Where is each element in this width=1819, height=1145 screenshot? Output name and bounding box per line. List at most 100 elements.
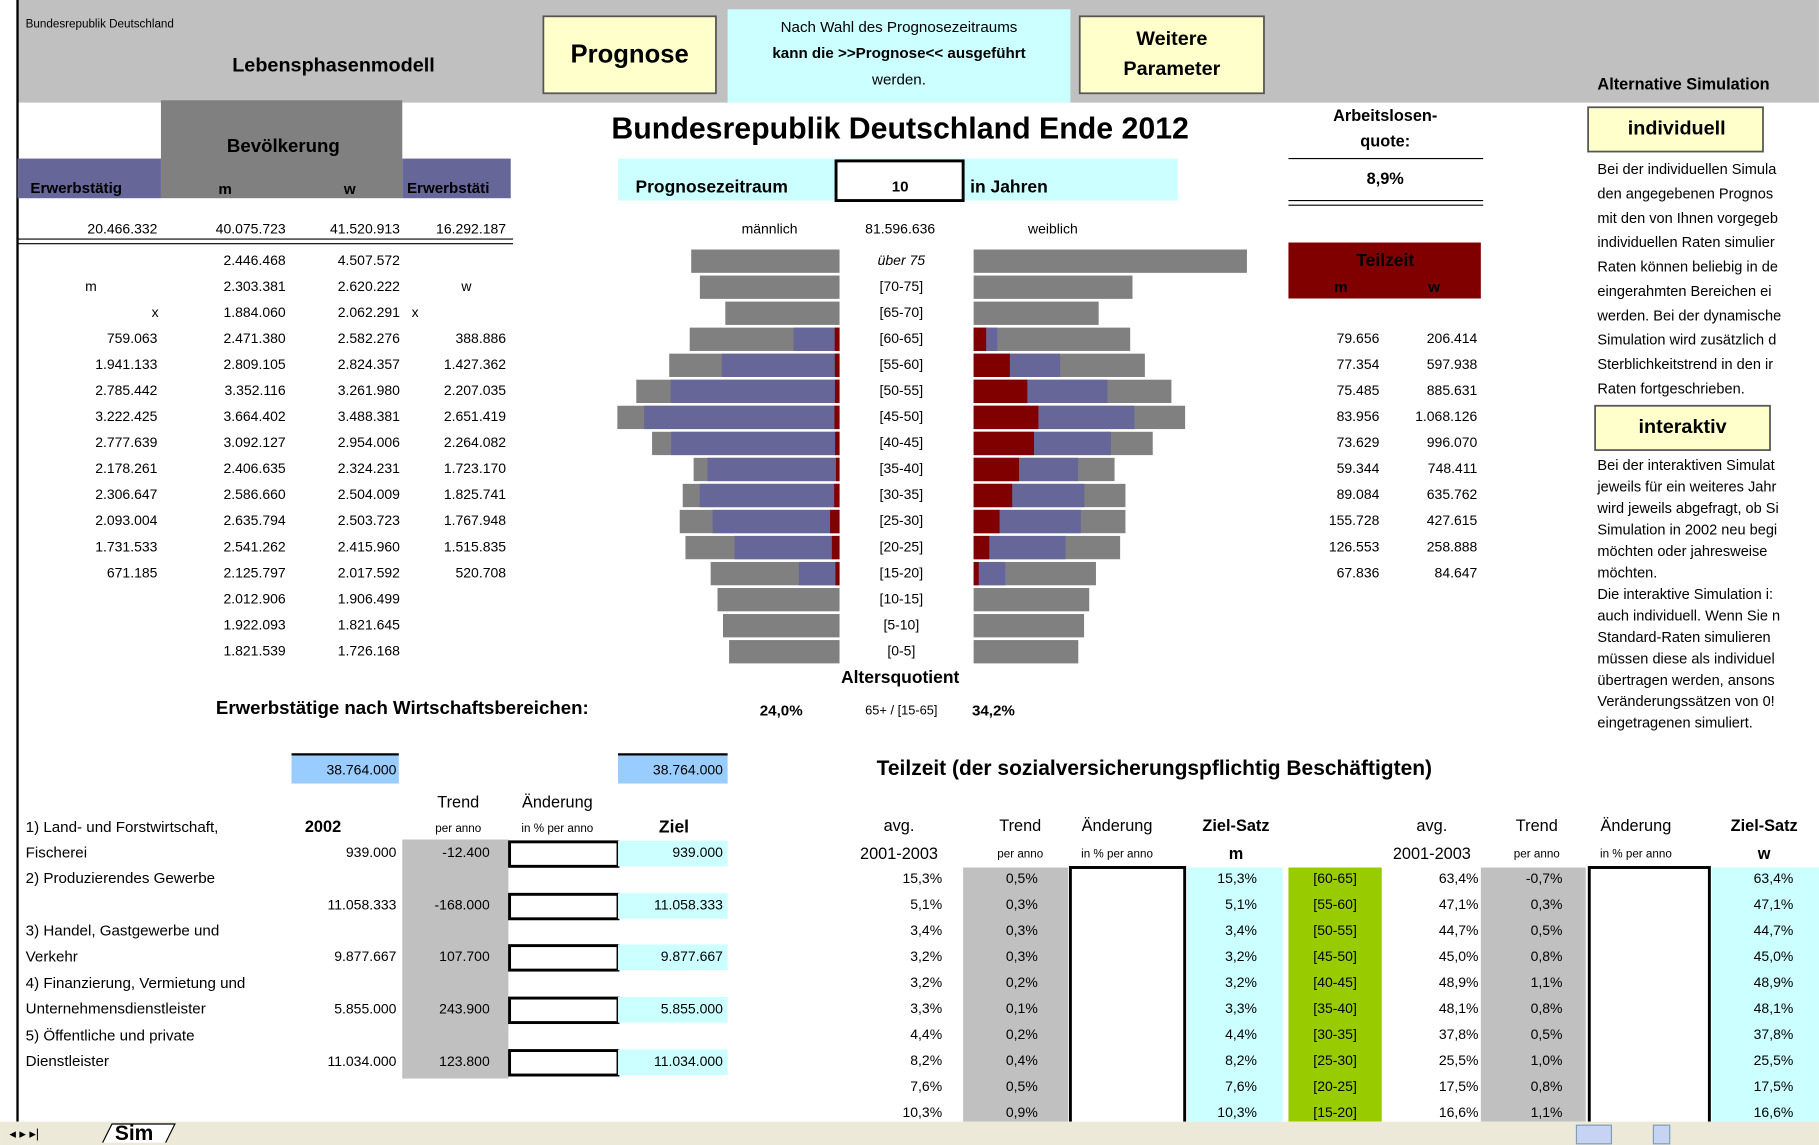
table-cell: 83.956	[1337, 408, 1380, 424]
table-cell: 48,9%	[1754, 974, 1794, 990]
age-label: [0-5]	[887, 642, 915, 658]
table-cell: 11.058.333	[328, 897, 397, 913]
table-cell: 63,4%	[1439, 870, 1479, 886]
age-label: [30-35]	[880, 486, 924, 502]
tab-nav[interactable]: ◂ ▸ ▸|	[9, 1126, 39, 1141]
change-input[interactable]	[508, 944, 620, 972]
table-cell: 7,6%	[1225, 1078, 1257, 1094]
change-input[interactable]	[508, 1049, 620, 1077]
age-label: [70-75]	[880, 278, 924, 294]
table-cell: 5,1%	[910, 896, 942, 912]
scroll-left[interactable]	[1575, 1124, 1613, 1145]
parameter-button-label[interactable]: Weitere	[1136, 28, 1207, 50]
table-cell: 44,7%	[1439, 922, 1479, 938]
pyramid-bar	[699, 275, 840, 299]
help-text: individuellen Raten simulier	[1597, 235, 1774, 251]
column-header: Trend	[999, 817, 1041, 835]
table-cell: [25-30]	[1313, 1052, 1357, 1068]
table-cell: 2.125.797	[223, 564, 285, 580]
table-cell: 1.941.133	[95, 356, 157, 372]
sheet-tab-shape[interactable]	[102, 1123, 176, 1143]
column-header: 2001-2003	[860, 845, 938, 863]
table-cell: 9.877.667	[334, 948, 396, 964]
parameter-button-label[interactable]: Parameter	[1123, 58, 1220, 80]
table-cell: 10,3%	[902, 1104, 942, 1120]
change-input[interactable]	[1587, 866, 1711, 1135]
pyramid-bar	[973, 327, 987, 351]
help-text: eingetragenen simuliert.	[1597, 716, 1752, 732]
forecast-label: Prognosezeitraum	[635, 176, 787, 196]
table-cell: 243.900	[439, 1000, 490, 1016]
pyramid-bar	[721, 353, 840, 377]
table-cell: 1.825.741	[444, 486, 506, 502]
tab-bar	[0, 1121, 1819, 1145]
table-cell: 427.615	[1427, 512, 1478, 528]
pyramid-bar	[712, 509, 840, 534]
table-cell: 25,5%	[1439, 1052, 1479, 1068]
age-label: [35-40]	[880, 460, 924, 476]
pyramid-bar	[834, 379, 840, 404]
table-cell: 2.062.291	[338, 304, 400, 320]
table-cell: 1.515.835	[444, 538, 506, 554]
table-cell: 3,4%	[910, 922, 942, 938]
table-cell: 2.503.723	[338, 512, 400, 528]
note-box	[727, 9, 1071, 103]
table-cell: 25,5%	[1754, 1052, 1794, 1068]
individual-button[interactable]	[1587, 106, 1764, 153]
pyramid-bar	[835, 431, 840, 456]
table-cell: 597.938	[1427, 356, 1478, 372]
help-text: übertragen werden, ansons	[1597, 673, 1774, 689]
total-cell: 16.292.187	[436, 220, 506, 236]
interactive-button[interactable]	[1594, 404, 1771, 451]
pyramid-bar	[973, 249, 1247, 273]
pyramid-bar	[830, 509, 840, 534]
table-cell: 107.700	[439, 948, 490, 964]
table-cell: 1.726.168	[338, 642, 400, 658]
scroll-thumb[interactable]	[1652, 1124, 1671, 1145]
table-cell: 16,6%	[1754, 1104, 1794, 1120]
table-cell: 1.922.093	[223, 616, 285, 632]
region-label: Bundesrepublik Deutschland	[26, 18, 174, 31]
age-column	[1288, 867, 1382, 1122]
table-cell: 885.631	[1427, 382, 1478, 398]
total-box	[291, 755, 399, 784]
change-input[interactable]	[508, 892, 620, 921]
target-cell	[618, 893, 728, 919]
change-input[interactable]	[508, 840, 620, 868]
table-cell: 0,3%	[1006, 922, 1038, 938]
table-cell: 7,6%	[910, 1078, 942, 1094]
unemployment-label: quote:	[1360, 133, 1410, 151]
table-cell: 48,9%	[1439, 974, 1479, 990]
table-cell: 16,6%	[1439, 1104, 1479, 1120]
table-cell: 2.809.105	[223, 356, 285, 372]
individual-button-label[interactable]: individuell	[1628, 118, 1726, 140]
table-cell: 939.000	[672, 844, 723, 860]
change-input[interactable]	[1068, 866, 1187, 1135]
sheet-tab[interactable]: Sim	[115, 1122, 153, 1145]
table-cell: 2.303.381	[223, 278, 285, 294]
forecast-value[interactable]: 10	[892, 179, 909, 196]
pyramid-bar	[835, 457, 840, 482]
help-text: mit den von Ihnen vorgegeb	[1597, 211, 1778, 227]
table-cell: 17,5%	[1439, 1078, 1479, 1094]
parameter-button[interactable]	[1078, 15, 1265, 95]
interactive-button-label[interactable]: interaktiv	[1639, 416, 1727, 438]
pyramid-bar	[834, 483, 840, 508]
table-cell: 84.647	[1435, 564, 1478, 580]
total-box	[618, 755, 728, 784]
table-cell: [35-40]	[1313, 1000, 1357, 1016]
prognose-button-label[interactable]: Prognose	[571, 41, 689, 69]
help-text: müssen diese als individuel	[1597, 651, 1774, 667]
table-cell: 258.888	[1427, 538, 1478, 554]
target-column	[1187, 867, 1283, 1122]
table-cell: [60-65]	[1313, 870, 1357, 886]
table-cell: 3.664.402	[223, 408, 285, 424]
change-input[interactable]	[508, 996, 620, 1025]
prognose-button[interactable]	[542, 15, 717, 95]
pyramid-bar	[973, 561, 979, 586]
table-cell: 3,4%	[1225, 922, 1257, 938]
table-cell: 1.427.362	[444, 356, 506, 372]
forecast-input[interactable]	[834, 159, 965, 203]
pyramid-bar	[973, 561, 1006, 586]
table-cell: 2.635.794	[223, 512, 285, 528]
